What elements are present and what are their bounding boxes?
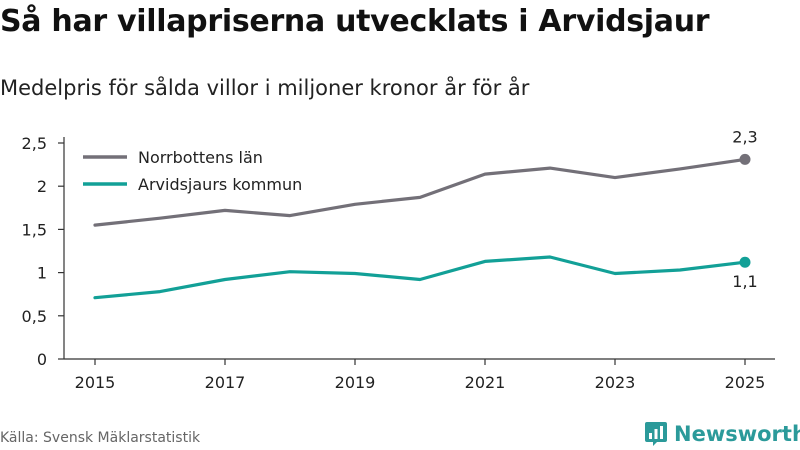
y-tick-label: 2: [37, 177, 47, 196]
end-value-label: 2,3: [732, 127, 757, 146]
series-line-1: [93, 157, 747, 227]
series-line-2: [93, 255, 747, 300]
y-tick-label: 1: [37, 264, 47, 283]
y-axis: 0 0,5 1 1,5 2 2,5: [22, 134, 65, 369]
chart-subtitle: Medelpris för sålda villor i miljoner kr…: [0, 76, 530, 100]
x-tick-label: 2015: [75, 373, 116, 392]
x-tick-label: 2019: [335, 373, 376, 392]
legend-label: Norrbottens län: [138, 148, 263, 167]
brand: Newsworthy: [644, 420, 800, 448]
legend: Norrbottens län Arvidsjaurs kommun: [78, 144, 328, 197]
y-tick-label: 0,5: [22, 307, 47, 326]
end-value-label: 1,1: [732, 272, 757, 291]
x-tick-label: 2023: [595, 373, 636, 392]
x-axis: 2015 2017 2019 2021 2023 2025: [64, 358, 775, 392]
series-group: 2,3 1,1: [93, 127, 758, 300]
legend-label: Arvidsjaurs kommun: [138, 175, 302, 194]
series-end-marker: [739, 256, 751, 268]
brand-name: Newsworthy: [674, 422, 800, 446]
x-tick-label: 2025: [725, 373, 766, 392]
chart-title: Så har villapriserna utvecklats i Arvids…: [0, 4, 710, 39]
newsworthy-logo-icon: [645, 422, 667, 446]
x-tick-label: 2021: [465, 373, 506, 392]
y-tick-label: 1,5: [22, 220, 47, 239]
series-end-marker: [739, 153, 751, 165]
y-tick-label: 0: [37, 350, 47, 369]
y-tick-label: 2,5: [22, 134, 47, 153]
x-tick-label: 2017: [205, 373, 246, 392]
source-note: Källa: Svensk Mäklarstatistik: [0, 430, 201, 446]
